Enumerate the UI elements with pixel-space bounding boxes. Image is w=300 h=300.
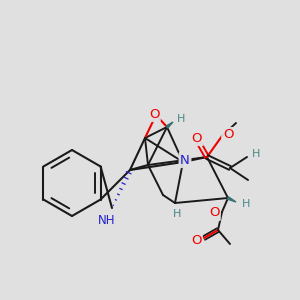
Text: O: O xyxy=(149,107,159,121)
Text: H: H xyxy=(173,209,181,219)
Polygon shape xyxy=(227,197,236,202)
Polygon shape xyxy=(166,122,173,128)
Text: O: O xyxy=(223,128,233,142)
Text: H: H xyxy=(242,199,250,209)
Text: H: H xyxy=(252,149,260,159)
Text: O: O xyxy=(191,235,201,248)
Text: NH: NH xyxy=(98,214,116,226)
Text: N: N xyxy=(180,154,190,166)
Text: O: O xyxy=(192,131,202,145)
Text: H: H xyxy=(177,114,185,124)
Text: O: O xyxy=(209,206,219,220)
